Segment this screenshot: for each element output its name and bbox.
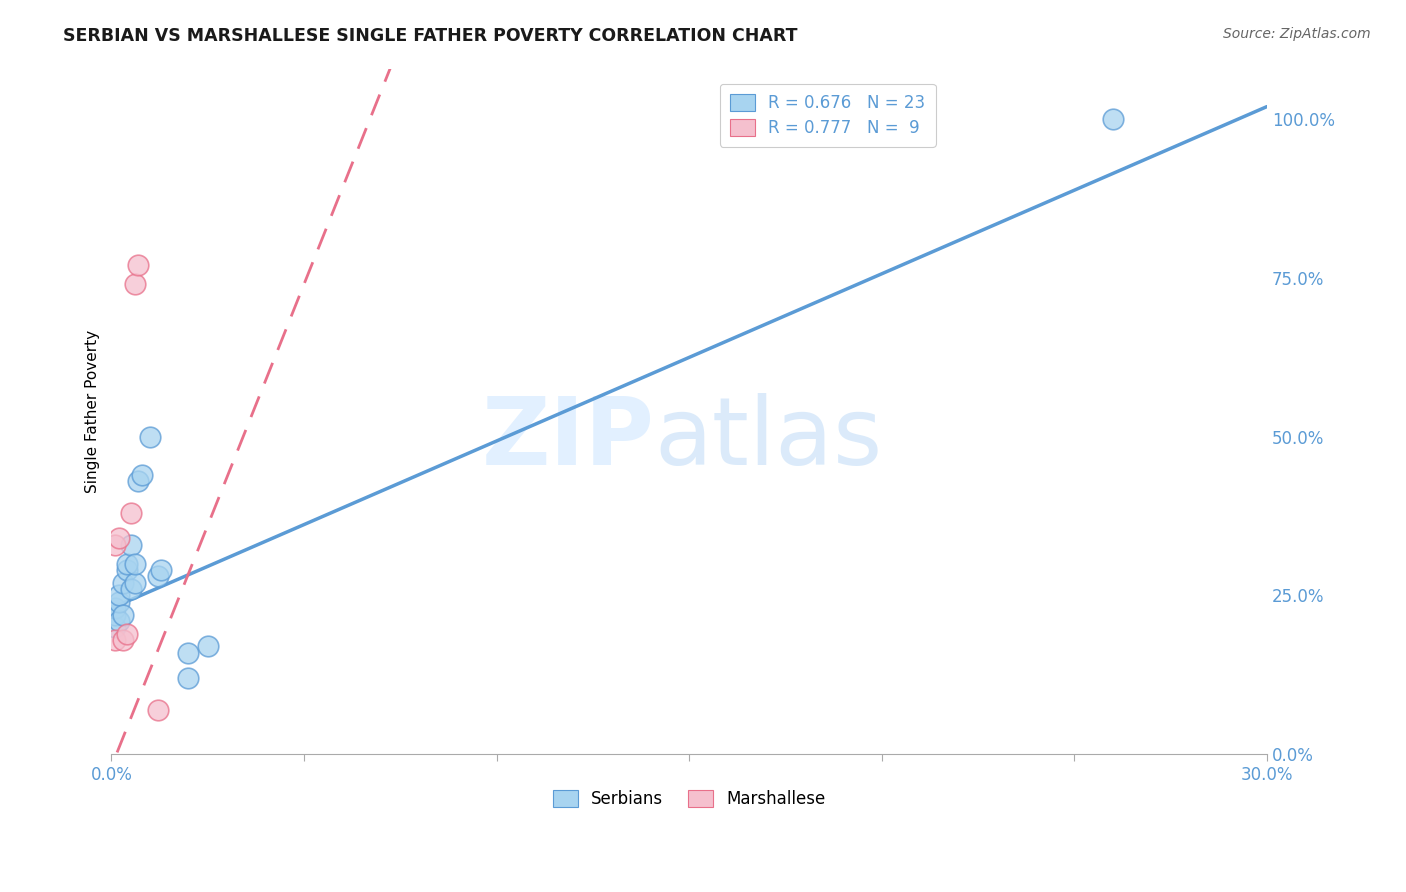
Point <box>111 607 134 622</box>
Point <box>150 563 173 577</box>
Point <box>108 532 131 546</box>
Point <box>120 506 142 520</box>
Text: Source: ZipAtlas.com: Source: ZipAtlas.com <box>1223 27 1371 41</box>
Y-axis label: Single Father Poverty: Single Father Poverty <box>86 330 100 493</box>
Text: ZIP: ZIP <box>482 392 654 484</box>
Point <box>104 620 127 634</box>
Point <box>177 671 200 685</box>
Point <box>108 614 131 628</box>
Point <box>104 607 127 622</box>
Text: SERBIAN VS MARSHALLESE SINGLE FATHER POVERTY CORRELATION CHART: SERBIAN VS MARSHALLESE SINGLE FATHER POV… <box>63 27 797 45</box>
Point <box>124 575 146 590</box>
Point <box>104 601 127 615</box>
Point <box>131 467 153 482</box>
Point <box>115 626 138 640</box>
Point <box>111 632 134 647</box>
Point <box>124 557 146 571</box>
Point <box>1101 112 1123 127</box>
Point <box>115 563 138 577</box>
Point <box>139 430 162 444</box>
Point <box>111 575 134 590</box>
Point <box>108 589 131 603</box>
Point <box>120 582 142 596</box>
Point <box>120 538 142 552</box>
Point <box>124 277 146 292</box>
Point <box>108 595 131 609</box>
Point <box>104 538 127 552</box>
Point <box>127 258 149 272</box>
Point <box>197 640 219 654</box>
Legend: Serbians, Marshallese: Serbians, Marshallese <box>546 783 832 814</box>
Point <box>115 557 138 571</box>
Point <box>104 632 127 647</box>
Text: atlas: atlas <box>654 392 883 484</box>
Point <box>146 703 169 717</box>
Point <box>127 474 149 488</box>
Point <box>177 646 200 660</box>
Point <box>146 569 169 583</box>
